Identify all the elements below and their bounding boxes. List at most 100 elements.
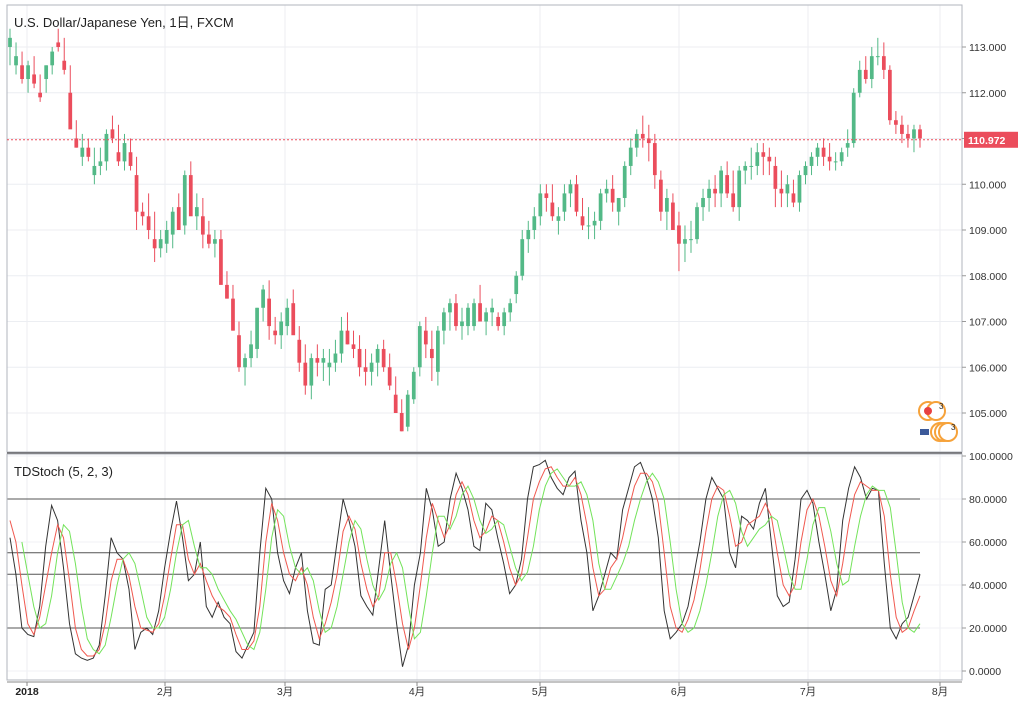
- candle-body: [490, 307, 494, 313]
- candle-body: [785, 184, 790, 194]
- candle-body: [405, 394, 410, 427]
- candle-body: [665, 197, 669, 212]
- indicator-tick-label: 0.0000: [969, 666, 1001, 678]
- candle-body: [8, 37, 12, 47]
- candle-body: [92, 165, 97, 176]
- candle-body: [894, 120, 898, 125]
- indicator-pane-border: [6, 453, 963, 681]
- candle-body: [568, 184, 573, 194]
- time-tick-label: 2月: [157, 686, 173, 698]
- price-tick-label: 109.000: [969, 225, 1007, 237]
- candle-body: [32, 74, 36, 84]
- candle-body: [484, 312, 488, 322]
- candle-body: [737, 170, 742, 208]
- candle-body: [839, 152, 844, 162]
- candle-body: [387, 367, 392, 386]
- candle-body: [369, 362, 374, 372]
- candle-body: [695, 207, 699, 240]
- candle-body: [285, 307, 290, 327]
- candle-body: [803, 165, 808, 176]
- candle-body: [863, 69, 868, 80]
- candle-body: [538, 193, 543, 217]
- candle-body: [219, 239, 223, 285]
- candle-body: [140, 211, 145, 217]
- candle-body: [472, 303, 476, 327]
- candle-body: [417, 326, 422, 368]
- price-tick-label: 107.000: [969, 317, 1007, 329]
- candle-body: [74, 138, 79, 148]
- candle-body: [918, 129, 922, 139]
- candle-body: [875, 56, 880, 58]
- time-tick-label: 8月: [932, 686, 948, 698]
- candle-body: [845, 143, 850, 148]
- price-tick-label: 106.000: [969, 362, 1007, 374]
- candle-body: [604, 188, 609, 194]
- time-axis[interactable]: 2018 2月 3月 4月 5月 6月 7月 8月: [15, 682, 948, 698]
- candle-body: [496, 316, 501, 327]
- candle-body: [634, 133, 639, 148]
- candle-body: [755, 152, 760, 166]
- candle-body: [56, 42, 61, 47]
- candle-body: [556, 216, 561, 221]
- last-price-label-bg: [964, 131, 1018, 148]
- candle-body: [62, 60, 67, 70]
- candle-body: [622, 165, 627, 198]
- price-tick-label: 105.000: [969, 408, 1007, 420]
- candle-body: [237, 335, 241, 368]
- indicator-tick-label: 20.0000: [969, 623, 1007, 635]
- candle-body: [508, 303, 513, 313]
- candle-body: [725, 175, 730, 194]
- candle-body: [104, 133, 109, 162]
- candle-body: [176, 207, 181, 230]
- price-tick-label: 113.000: [969, 42, 1006, 54]
- indicator-axis[interactable]: 0.0000 20.0000 40.0000 60.0000 80.0000 100.00…: [962, 451, 1013, 678]
- candle-body: [797, 175, 802, 203]
- stoch-series-line-2: [21, 468, 921, 655]
- candle-body: [255, 307, 259, 349]
- candle-body: [146, 216, 151, 230]
- candle-body: [791, 193, 796, 203]
- candle-body: [683, 239, 687, 244]
- candle-body: [357, 348, 362, 368]
- indicator-title: TDStoch (5, 2, 3): [14, 464, 113, 479]
- event-badges[interactable]: 33333: [918, 401, 958, 442]
- candle-body: [351, 344, 356, 349]
- candle-body: [592, 220, 597, 226]
- candle-body: [423, 330, 428, 345]
- candle-body: [598, 193, 603, 221]
- candle-body: [134, 175, 139, 212]
- candle-body: [315, 358, 320, 363]
- candle-body: [454, 303, 458, 327]
- last-price-marker: 110.972: [7, 131, 1018, 148]
- candle-body: [448, 303, 452, 313]
- candle-body: [701, 197, 705, 208]
- candle-body: [267, 298, 272, 327]
- candle-body: [297, 339, 302, 363]
- candle-body: [881, 56, 886, 70]
- indicator-tick-label: 40.0000: [969, 580, 1007, 592]
- candle-body: [869, 56, 874, 80]
- candle-body: [713, 188, 717, 194]
- candle-body: [544, 193, 549, 198]
- time-tick-label: 6月: [671, 686, 687, 698]
- candle-body: [658, 179, 663, 212]
- candle-body: [182, 175, 187, 226]
- candle-body: [339, 330, 344, 354]
- candle-body: [502, 312, 507, 327]
- candle-body: [86, 147, 91, 157]
- candle-body: [761, 152, 766, 157]
- grid-lines: [7, 5, 962, 680]
- time-tick-label: 7月: [800, 686, 816, 698]
- candle-body: [707, 188, 711, 198]
- candle-body: [110, 129, 115, 139]
- price-axis[interactable]: 105.000 106.000 107.000 108.000 109.000 110.0…: [962, 42, 1007, 420]
- event-badge-circle: [938, 422, 958, 442]
- candle-body: [188, 175, 193, 217]
- event-badge-count: 3: [951, 423, 956, 432]
- candle-body: [243, 358, 247, 368]
- candle-body: [303, 362, 308, 386]
- price-tick-label: 112.000: [969, 88, 1006, 100]
- candle-body: [429, 348, 434, 359]
